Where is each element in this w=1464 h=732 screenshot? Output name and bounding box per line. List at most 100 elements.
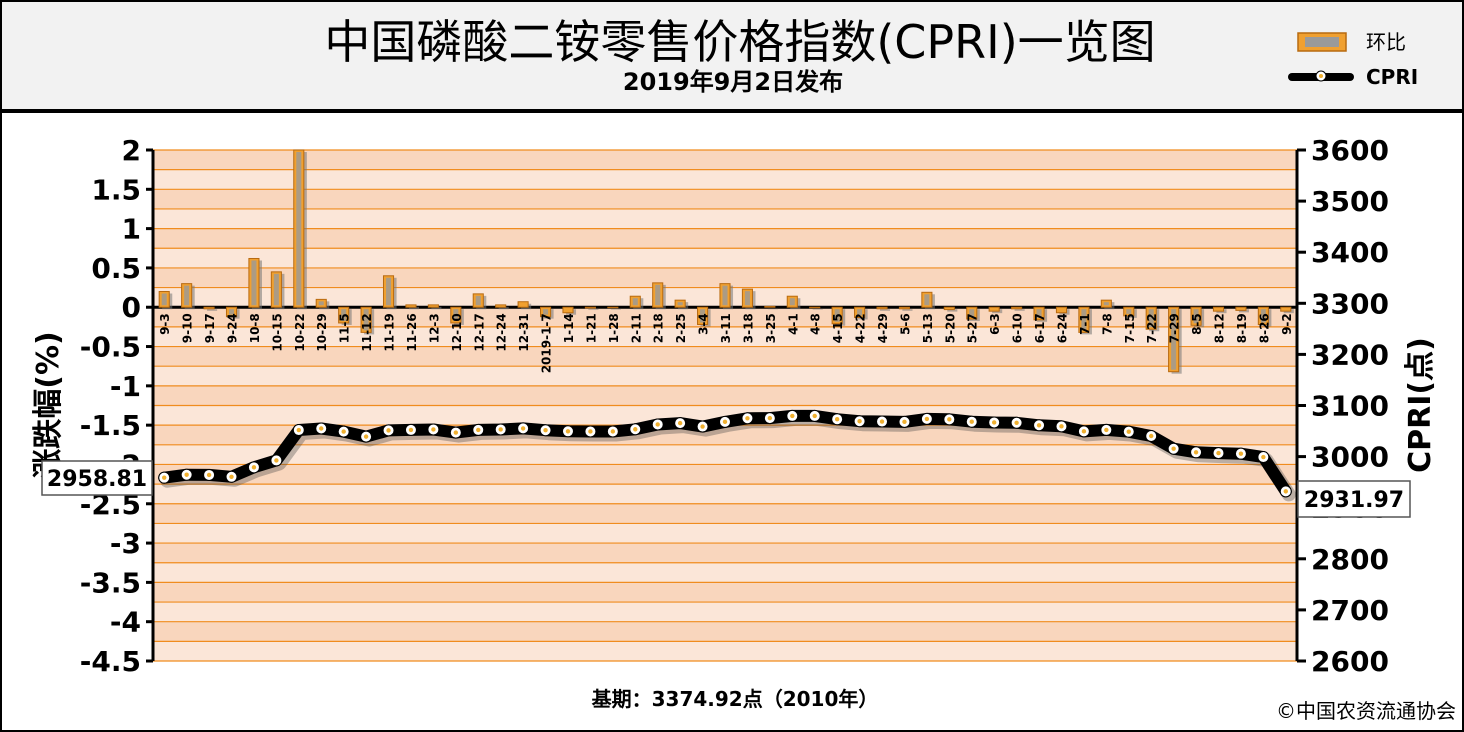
bar-inner-9-3 [161, 293, 167, 306]
cpri-point-dot-11-12 [363, 434, 369, 439]
bar-inner-4-22 [857, 309, 863, 316]
cpri-point-dot-12-31 [520, 426, 526, 431]
cpri-point-dot-5-20 [947, 417, 952, 422]
cpri-point-dot-4-29 [879, 419, 885, 424]
bar-shadow [812, 309, 823, 310]
cpri-point-dot-1-14 [565, 429, 571, 434]
x-tick-label-9-3: 9-3 [158, 313, 172, 335]
bar-shadow [879, 309, 891, 311]
bar-inner-10-29 [318, 301, 324, 306]
x-tick-label-4-22: 4-22 [854, 313, 868, 343]
bar-9-2 [1280, 306, 1292, 312]
bar-inner-8-26 [1260, 309, 1266, 323]
bar-8-19 [1235, 306, 1247, 311]
bar-8-12 [1212, 306, 1225, 312]
x-tick-label-1-14: 1-14 [562, 313, 576, 343]
x-tick-label-6-17: 6-17 [1033, 313, 1047, 343]
right-tick-label-2700: 2700 [1311, 594, 1389, 627]
x-tick-label-11-5: 11-5 [338, 313, 352, 343]
cpri-point-dot-4-8 [812, 413, 817, 419]
x-tick-label-6-10: 6-10 [1011, 313, 1025, 343]
cpri-point-dot-5-13 [924, 416, 930, 422]
x-tick-label-11-19: 11-19 [383, 313, 397, 351]
cpri-point-dot-5-27 [969, 419, 974, 424]
x-tick-label-12-24: 12-24 [495, 313, 509, 351]
x-tick-label-10-15: 10-15 [270, 313, 284, 351]
x-tick-label-9-10: 9-10 [181, 313, 195, 343]
bar-inner-7-15 [1126, 309, 1132, 314]
x-tick-label-11-26: 11-26 [405, 313, 419, 351]
end-value-callout: 2931.97 [1297, 480, 1411, 518]
x-tick-label-10-29: 10-29 [315, 313, 329, 351]
x-tick-label-12-3: 12-3 [427, 313, 441, 343]
bar-inner-10-8 [251, 260, 257, 306]
plot-band [153, 228, 1297, 249]
cpri-point-dot-7-22 [1148, 433, 1154, 439]
plot-area [153, 149, 1297, 662]
bar-inner-12-10 [453, 309, 459, 321]
bar-12-3 [427, 304, 439, 308]
bar-inner-2-18 [655, 284, 661, 306]
x-tick-label-11-12: 11-12 [360, 313, 374, 351]
cpri-point-dot-8-19 [1238, 451, 1244, 456]
legend-line-marker-dot [1319, 74, 1323, 78]
bar-inner-9-24 [228, 309, 235, 315]
x-tick-label-6-24: 6-24 [1055, 313, 1069, 343]
bar-inner-2-11 [632, 298, 638, 306]
cpri-point-dot-4-15 [834, 416, 840, 422]
bar-inner-2-25 [677, 302, 683, 306]
left-tick-label-1: 1 [122, 213, 141, 246]
x-tick-label-4-15: 4-15 [831, 313, 845, 343]
bar-inner-10-15 [273, 273, 279, 306]
right-tick-label-3600: 3600 [1311, 134, 1389, 167]
left-tick-label-2: 2 [122, 134, 141, 167]
x-tick-label-6-3: 6-3 [988, 313, 1002, 335]
x-tick-label-2-11: 2-11 [629, 313, 643, 343]
left-tick-label-0.5: 0.5 [91, 252, 141, 285]
x-tick-label-8-5: 8-5 [1190, 313, 1204, 335]
left-tick-label-0: 0 [122, 291, 141, 324]
base-period-note: 基期：3374.92点（2010年） [592, 687, 879, 711]
right-tick-label-2800: 2800 [1311, 543, 1389, 576]
right-tick-label-3100: 3100 [1311, 390, 1389, 423]
x-tick-label-5-27: 5-27 [966, 313, 980, 343]
plot-band [153, 267, 1297, 288]
right-tick-label-2600: 2600 [1311, 645, 1389, 678]
cpri-point-dot-1-21 [588, 429, 593, 434]
cpri-point-dot-6-3 [991, 420, 997, 425]
x-tick-label-7-1: 7-1 [1078, 313, 1092, 335]
cpri-point-dot-12-10 [453, 430, 459, 435]
bar-4-8 [809, 306, 821, 309]
bar-12-24 [495, 304, 507, 308]
x-tick-label-2-25: 2-25 [674, 313, 688, 343]
cpri-point-dot-4-1 [790, 413, 795, 419]
bar-inner-8-5 [1193, 309, 1199, 324]
legend-bar-label: 环比 [1366, 30, 1406, 54]
left-tick-label--4.5: -4.5 [80, 645, 141, 678]
bar-1-28 [607, 306, 619, 309]
x-tick-label-4-29: 4-29 [876, 313, 890, 343]
plot-band [153, 582, 1297, 603]
cpri-point-dot-12-24 [498, 427, 503, 432]
bar-9-17 [203, 306, 215, 310]
bar-11-26 [405, 304, 417, 308]
bar-inner-7-1 [1081, 309, 1087, 331]
cpri-point-dot-8-5 [1193, 450, 1199, 455]
bar-inner-3-4 [700, 309, 706, 323]
x-tick-label-3-4: 3-4 [697, 313, 711, 335]
plot-band [153, 621, 1297, 642]
cpri-point-dot-9-2 [1283, 489, 1288, 494]
bar-inner-7-29 [1171, 309, 1177, 370]
header-panel [2, 2, 1462, 110]
cpri-point-dot-10-8 [251, 465, 257, 470]
right-axis-title: CPRI(点) [1403, 337, 1438, 473]
x-tick-label-5-13: 5-13 [921, 313, 935, 343]
right-tick-label-3300: 3300 [1311, 287, 1389, 320]
x-tick-label-2019-1-7: 2019-1-7 [540, 313, 554, 373]
start-value-label: 2958.81 [47, 467, 147, 492]
bar-inner-11-12 [363, 309, 369, 331]
x-tick-label-9-17: 9-17 [203, 313, 217, 343]
start-callout-box [41, 460, 153, 496]
left-axis: 21.510.50-0.5-1-1.5-2-2.5-3-3.5-4-4.5 [80, 134, 155, 678]
cpri-point-dot-11-19 [386, 428, 391, 433]
